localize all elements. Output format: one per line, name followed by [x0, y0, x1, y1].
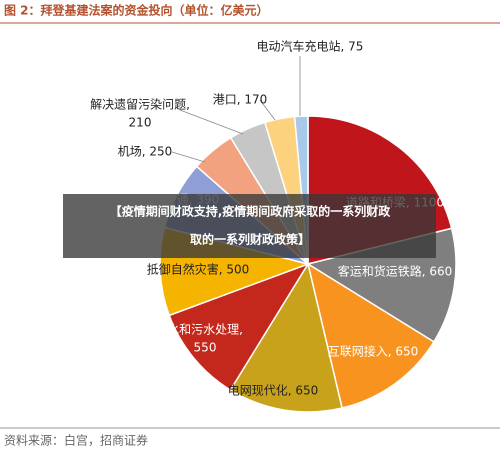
source: 资料来源：白宫，招商证券	[4, 433, 148, 448]
overlay-text: 【疫情期间财政支持,疫情期间政府采取的一系列财政	[110, 204, 392, 219]
leader-line	[259, 99, 276, 121]
slice-label: 互联网接入, 650	[328, 344, 419, 359]
leader-line	[171, 151, 206, 163]
slice-label: 电网现代化, 650	[228, 384, 319, 398]
slice-label: 机场, 250	[118, 145, 173, 159]
overlay-text: 取的一系列财政政策】	[190, 232, 310, 247]
pie-slice	[168, 262, 310, 392]
slice-label: 210	[129, 116, 152, 130]
slice-label: 水和污水处理,	[167, 323, 243, 337]
slice-label: 抵御自然灾害, 500	[147, 262, 250, 277]
pie-slice	[229, 262, 343, 413]
overlay-banner	[63, 194, 436, 258]
slice-label: 港口, 170	[213, 93, 268, 107]
pie-slice	[306, 262, 435, 409]
chart-title: 图 2：拜登基建法案的资金投向（单位：亿美元）	[4, 3, 269, 18]
slice-label: 电动汽车充电站, 75	[257, 39, 364, 54]
slice-label: 客运和货运铁路, 660	[338, 264, 453, 279]
leader-line	[179, 109, 244, 135]
slice-label: 解决遗留污染问题,	[90, 97, 190, 112]
slice-label: 550	[194, 341, 217, 355]
